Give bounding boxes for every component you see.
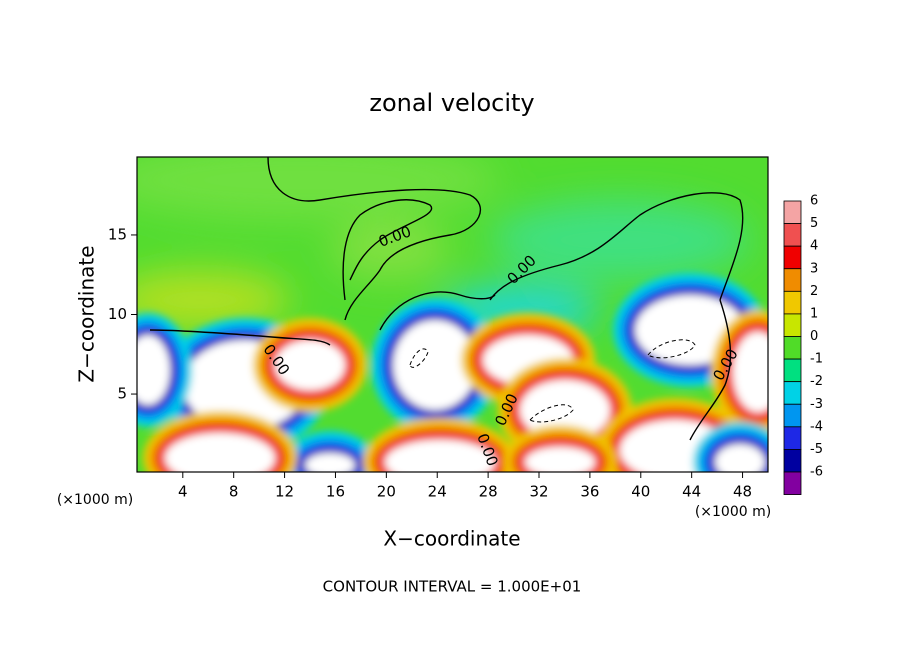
colorbar-label: 0 bbox=[810, 329, 818, 344]
contour-field bbox=[137, 157, 768, 472]
contour-line bbox=[342, 199, 433, 301]
colorbar-box bbox=[783, 358, 802, 383]
field-blob bbox=[385, 440, 495, 472]
field-blob bbox=[137, 335, 170, 405]
field-blob bbox=[305, 453, 355, 472]
colorbar-label: -1 bbox=[810, 352, 823, 367]
colorbar-label: -2 bbox=[810, 374, 823, 389]
colorbar-label: -6 bbox=[810, 465, 823, 480]
x-tick-label: 4 bbox=[178, 483, 188, 501]
colorbar-box bbox=[783, 336, 802, 360]
chart-title: zonal velocity bbox=[369, 89, 534, 117]
field-blob bbox=[525, 447, 595, 472]
y-axis-label: Z−coordinate bbox=[75, 245, 99, 382]
field-blob bbox=[715, 444, 765, 472]
contour-line bbox=[689, 299, 732, 441]
colorbar-box bbox=[783, 449, 802, 473]
footer: CONTOUR INTERVAL = 1.000E+01 bbox=[323, 578, 582, 596]
colorbar-label: 6 bbox=[810, 194, 818, 209]
field-patch bbox=[137, 270, 290, 330]
colorbar-box bbox=[783, 223, 802, 247]
field-blobs bbox=[137, 273, 768, 472]
field-blob bbox=[275, 340, 345, 390]
contour-line bbox=[489, 192, 744, 301]
field-blob bbox=[520, 380, 610, 440]
field-blob bbox=[165, 433, 275, 472]
colorbar-label: 1 bbox=[810, 306, 818, 321]
colorbar-label: -5 bbox=[810, 442, 823, 457]
field-patch bbox=[490, 200, 750, 280]
colorbar-label: -4 bbox=[810, 419, 823, 434]
colorbar-box bbox=[783, 426, 802, 450]
colorbar-box bbox=[783, 381, 802, 405]
colorbar-label: 2 bbox=[810, 284, 818, 299]
x-tick-label: 36 bbox=[580, 483, 599, 501]
colorbar-label: 4 bbox=[810, 239, 818, 254]
x-tick-label: 16 bbox=[326, 483, 345, 501]
colorbar-box bbox=[783, 200, 802, 224]
colorbar-box bbox=[783, 290, 802, 315]
colorbar-label: 5 bbox=[810, 216, 818, 231]
field-patch bbox=[137, 157, 500, 220]
field-blob bbox=[393, 320, 477, 410]
field-soft bbox=[137, 157, 750, 335]
x-tick-label: 28 bbox=[479, 483, 498, 501]
x-tick-label: 44 bbox=[682, 483, 701, 501]
x-tick-label: 20 bbox=[377, 483, 396, 501]
colorbar-label: 3 bbox=[810, 261, 818, 276]
colorbar-box bbox=[783, 313, 802, 337]
y-tick-label: 10 bbox=[108, 305, 127, 323]
x-tick-label: 8 bbox=[229, 483, 239, 501]
contour-line bbox=[379, 291, 496, 331]
contour-line-negative bbox=[647, 339, 696, 359]
contour-line bbox=[267, 157, 482, 321]
x-tick-label: 48 bbox=[733, 483, 752, 501]
colorbar-box bbox=[783, 403, 802, 428]
colorbar-box bbox=[783, 245, 802, 270]
field-patch bbox=[330, 220, 450, 280]
x-tick-label: 24 bbox=[428, 483, 447, 501]
x-tick-label: 32 bbox=[529, 483, 548, 501]
contour-line-negative bbox=[529, 404, 574, 423]
y-tick-label: 5 bbox=[117, 385, 127, 403]
field-blob bbox=[733, 332, 768, 412]
y-tick-label: 15 bbox=[108, 225, 127, 243]
x-tick-label: 40 bbox=[631, 483, 650, 501]
colorbar-box bbox=[783, 268, 802, 292]
contour-line bbox=[149, 329, 331, 346]
x-axis-label: X−coordinate bbox=[383, 527, 520, 551]
x-tick-label: 12 bbox=[275, 483, 294, 501]
x-unit-label: (×1000 m) bbox=[695, 504, 771, 520]
colorbar-label: -3 bbox=[810, 397, 823, 412]
colorbar-box bbox=[783, 471, 802, 495]
y-unit-label: (×1000 m) bbox=[57, 492, 133, 508]
